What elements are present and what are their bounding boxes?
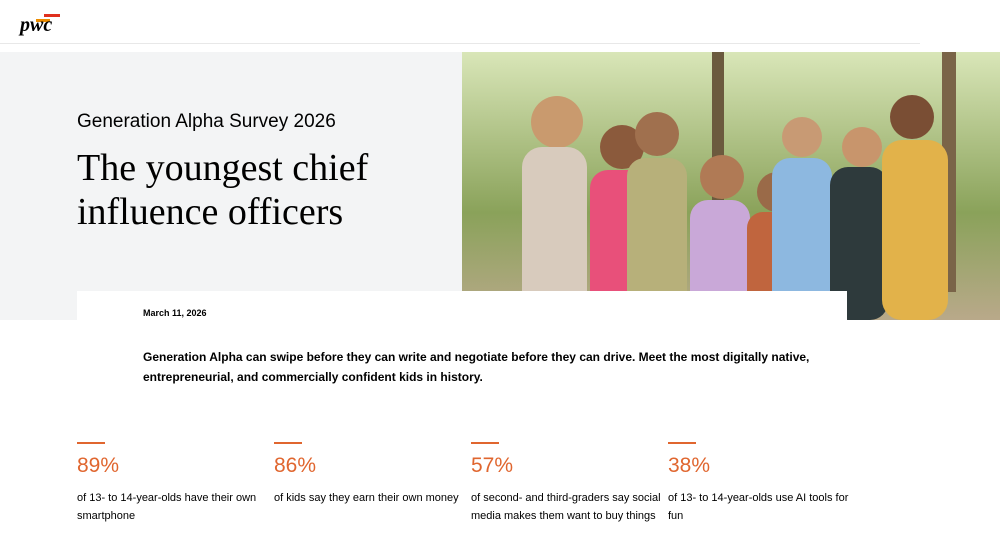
- stat-figure: 89%: [77, 454, 120, 477]
- lead-text: entrepreneurial, and commercially confid…: [143, 370, 483, 384]
- stat-figure: 38%: [668, 454, 711, 477]
- title: influence officers: [77, 191, 344, 233]
- logo-mark: [44, 14, 60, 17]
- stat-text: of 13- to 14-year-olds have their own: [77, 492, 257, 504]
- stat-text: of second- and third-graders say social: [471, 492, 661, 504]
- stat-text: media makes them want to buy things: [471, 510, 656, 522]
- date: March 11, 2026: [143, 308, 207, 318]
- logo[interactable]: pwc: [20, 14, 53, 36]
- stat-figure: 86%: [274, 454, 317, 477]
- eyebrow: Generation Alpha Survey 2026: [77, 111, 336, 132]
- stat-text: of 13- to 14-year-olds use AI tools for: [668, 492, 849, 504]
- stat-figure: 57%: [471, 454, 514, 477]
- logo-mark: [36, 19, 50, 22]
- hero-panel: [0, 52, 462, 320]
- stat-rule: [471, 442, 499, 444]
- title: The youngest chief: [77, 147, 369, 189]
- stat-rule: [668, 442, 696, 444]
- hero-photo: [462, 52, 1000, 320]
- lead-text: Generation Alpha can swipe before they c…: [143, 350, 810, 364]
- stat-rule: [77, 442, 105, 444]
- header-rule: [0, 43, 920, 44]
- stat-rule: [274, 442, 302, 444]
- stat-text: fun: [668, 510, 684, 522]
- stat-text: smartphone: [77, 510, 136, 522]
- stat-text: of kids say they earn their own money: [274, 492, 459, 504]
- article-card: [77, 291, 847, 351]
